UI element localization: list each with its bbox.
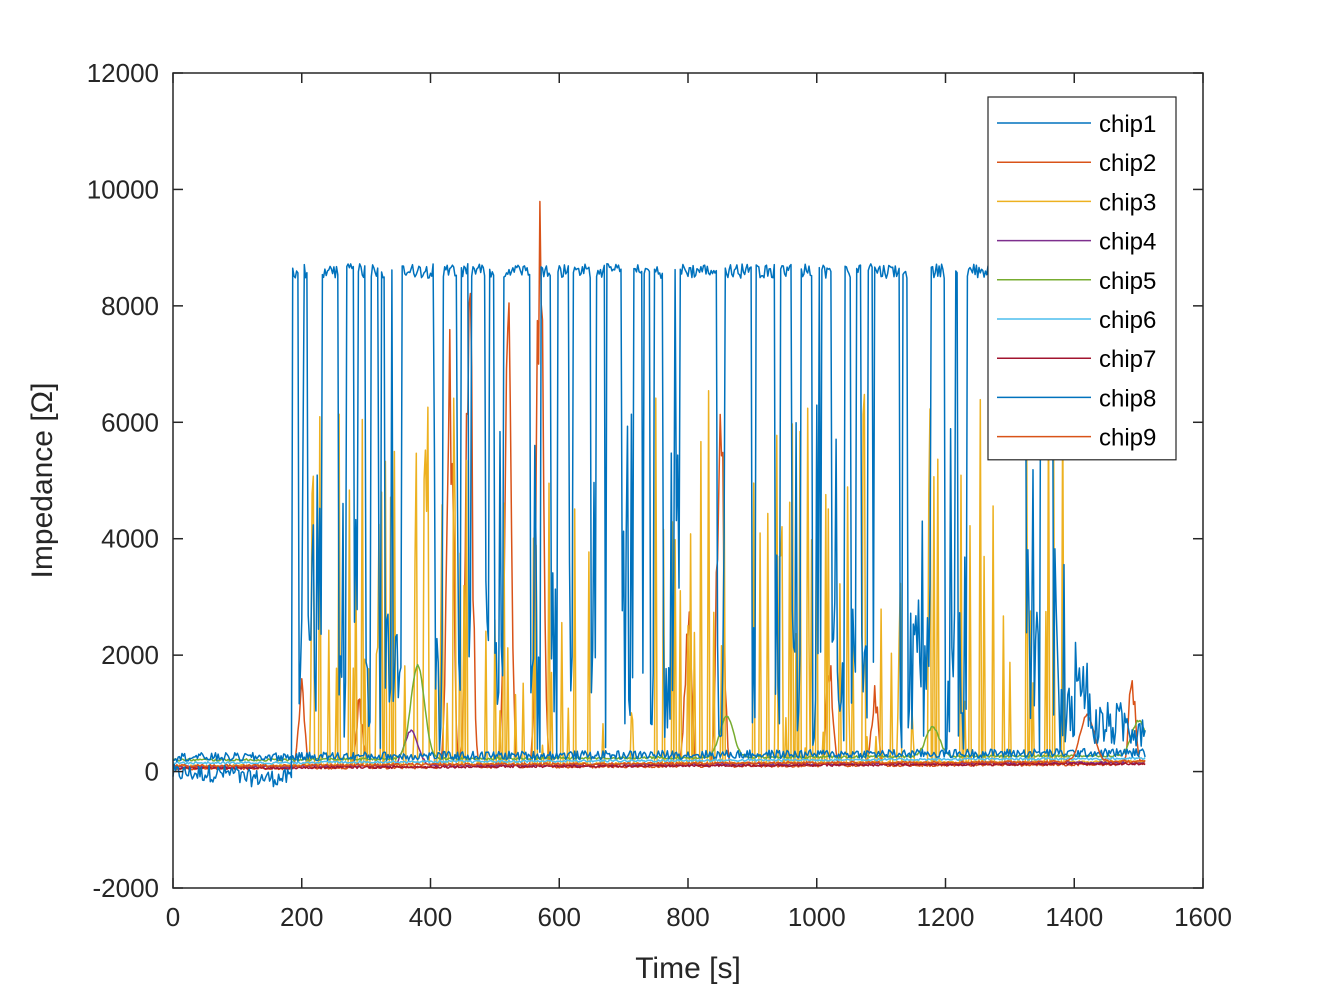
series-line-chip6 bbox=[172, 756, 1146, 765]
x-axis-title: Time [s] bbox=[635, 952, 741, 985]
x-tick-label: 1400 bbox=[1045, 902, 1103, 932]
x-tick-label: 1200 bbox=[917, 902, 975, 932]
legend-label-chip7: chip7 bbox=[1099, 346, 1156, 373]
y-tick-label: 2000 bbox=[101, 640, 159, 670]
x-tick-label: 200 bbox=[280, 902, 323, 932]
legend-label-chip1: chip1 bbox=[1099, 111, 1156, 138]
x-tick-label: 1600 bbox=[1174, 902, 1232, 932]
legend-label-chip8: chip8 bbox=[1099, 385, 1156, 412]
ticks bbox=[172, 72, 1204, 889]
series-line-chip9 bbox=[172, 713, 1146, 768]
legend-label-chip4: chip4 bbox=[1099, 229, 1156, 256]
legend-label-chip9: chip9 bbox=[1099, 425, 1156, 452]
y-tick-label: 10000 bbox=[87, 174, 159, 204]
series-line-chip7 bbox=[172, 761, 1146, 770]
y-tick-label: 4000 bbox=[101, 524, 159, 554]
legend-label-chip5: chip5 bbox=[1099, 268, 1156, 295]
series-line-chip8 bbox=[172, 747, 1146, 763]
y-tick-label: 12000 bbox=[87, 58, 159, 88]
series-group bbox=[172, 200, 1146, 788]
legend-box bbox=[987, 96, 1177, 461]
x-tick-label: 600 bbox=[538, 902, 581, 932]
x-tick-label: 400 bbox=[409, 902, 452, 932]
y-axis-title: Impedance [Ω] bbox=[26, 383, 59, 579]
legend-label-chip2: chip2 bbox=[1099, 150, 1156, 177]
x-tick-label: 800 bbox=[666, 902, 709, 932]
y-tick-label: -2000 bbox=[93, 873, 160, 903]
series-line-chip1 bbox=[172, 262, 1146, 788]
legend-label-chip6: chip6 bbox=[1099, 307, 1156, 334]
x-tick-labels: 0 200 400 600 800 1000 1200 1400 1600 bbox=[166, 902, 1232, 932]
y-tick-label: 6000 bbox=[101, 407, 159, 437]
y-tick-label: 0 bbox=[145, 757, 159, 787]
legend-label-chip3: chip3 bbox=[1099, 189, 1156, 216]
y-tick-labels: -2000 0 2000 4000 6000 8000 10000 12000 bbox=[87, 58, 159, 903]
x-tick-label: 1000 bbox=[788, 902, 846, 932]
series-line-chip5 bbox=[172, 663, 1146, 762]
y-tick-label: 8000 bbox=[101, 291, 159, 321]
x-tick-label: 0 bbox=[166, 902, 180, 932]
legend: chip1 chip2 chip3 chip4 chip5 chip6 chip7 chip8… bbox=[987, 96, 1177, 461]
